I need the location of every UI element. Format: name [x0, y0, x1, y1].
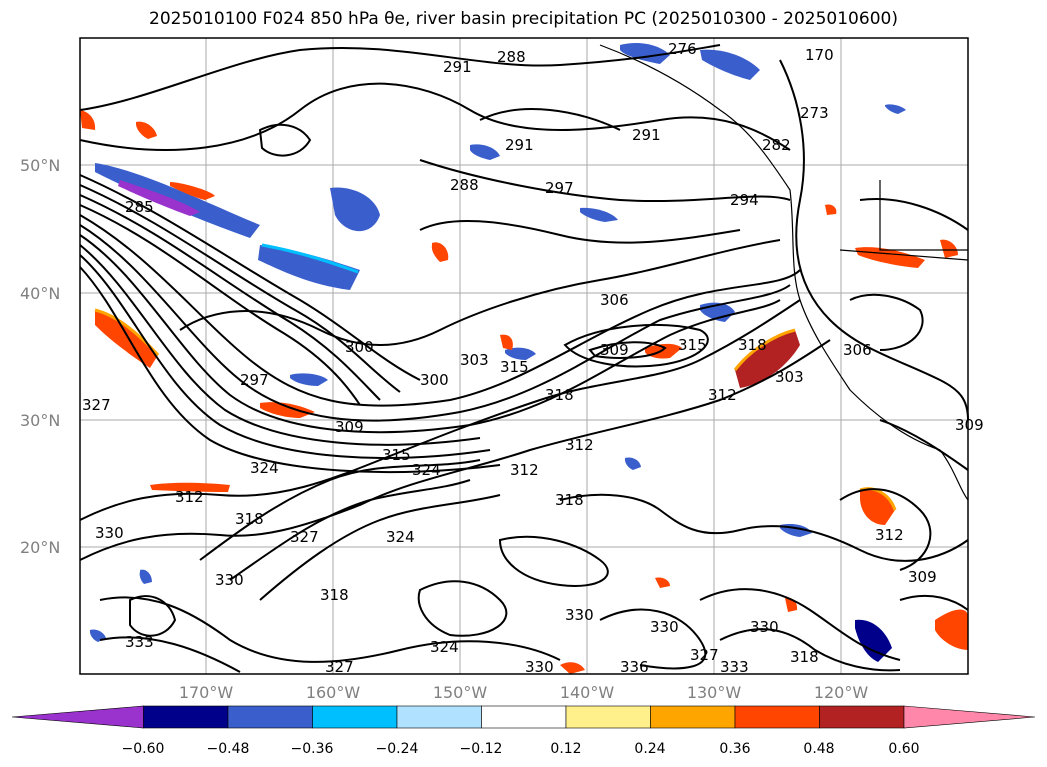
contour-label: 288 — [450, 176, 479, 194]
colorbar-extend-low — [11, 705, 144, 729]
contour-label: 297 — [240, 371, 269, 389]
contour-label: 285 — [125, 198, 154, 216]
contour-label: 306 — [843, 341, 872, 359]
contour-label: 309 — [335, 418, 364, 436]
contour-label: 324 — [430, 638, 459, 656]
contour-labels: 276 288 291 288 285 291 291 297 294 273 … — [82, 40, 984, 676]
colorbar-tick: 0.12 — [550, 741, 581, 757]
contour-label: 315 — [500, 358, 529, 376]
lat-label: 20°N — [20, 538, 60, 557]
contour-label: 312 — [875, 526, 904, 544]
contour-label: 318 — [555, 491, 584, 509]
colorbar-segment — [565, 705, 651, 729]
colorbar-tick: 0.24 — [634, 741, 665, 757]
contour-label: 300 — [420, 371, 449, 389]
map-title: 2025010100 F024 850 hPa θe, river basin … — [149, 9, 898, 29]
map-frame — [79, 37, 969, 675]
contour-label: 318 — [235, 510, 264, 528]
colorbar-tick: 0.48 — [803, 741, 834, 757]
contour-label: 330 — [215, 571, 244, 589]
contour-label: 315 — [678, 336, 707, 354]
contour-label: 318 — [790, 648, 819, 666]
contour-label: 312 — [708, 386, 737, 404]
contour-label: 336 — [620, 658, 649, 676]
contour-label: 324 — [250, 459, 279, 477]
contour-label: 333 — [720, 658, 749, 676]
contour-label: 312 — [175, 488, 204, 506]
contour-label: 312 — [510, 461, 539, 479]
contour-label: 297 — [545, 179, 574, 197]
contour-label: 330 — [650, 618, 679, 636]
coastlines — [599, 44, 969, 501]
lon-label: 140°W — [560, 683, 615, 702]
colorbar-tick: −0.12 — [460, 741, 503, 757]
negative-pc-areas — [90, 43, 906, 662]
contour-label: 330 — [95, 524, 124, 542]
contour-label: 330 — [565, 606, 594, 624]
contour-label: 327 — [290, 528, 319, 546]
lon-label: 120°W — [814, 683, 869, 702]
colorbar — [11, 705, 1036, 729]
lon-label: 160°W — [306, 683, 361, 702]
colorbar-tick: 0.60 — [888, 741, 919, 757]
lon-label: 150°W — [433, 683, 488, 702]
contour-label: 291 — [632, 126, 661, 144]
contour-label: 324 — [412, 461, 441, 479]
contour-label: 288 — [497, 48, 526, 66]
lat-label: 40°N — [20, 284, 60, 303]
contour-label: 306 — [600, 291, 629, 309]
contour-label: 276 — [668, 40, 697, 58]
theta-e-contours — [79, 44, 969, 673]
contour-label: 324 — [386, 528, 415, 546]
contour-label: 330 — [750, 618, 779, 636]
contour-label: 282 — [762, 136, 791, 154]
colorbar-segment — [227, 705, 313, 729]
contour-label: 312 — [565, 436, 594, 454]
lat-label: 50°N — [20, 156, 60, 175]
contour-label: 318 — [738, 336, 767, 354]
colorbar-segment — [396, 705, 482, 729]
contour-label: 333 — [125, 633, 154, 651]
colorbar-segment — [481, 705, 567, 729]
contour-label: 273 — [800, 104, 829, 122]
colorbar-tick: −0.24 — [376, 741, 419, 757]
contour-label: 291 — [443, 58, 472, 76]
contour-label: 291 — [505, 136, 534, 154]
colorbar-segment — [143, 705, 229, 729]
contour-label: 303 — [775, 368, 804, 386]
contour-label: 309 — [908, 568, 937, 586]
colorbar-tick: 0.36 — [719, 741, 750, 757]
contour-label: 327 — [690, 646, 719, 664]
colorbar-tick: −0.36 — [291, 741, 334, 757]
contour-label: 318 — [320, 586, 349, 604]
lon-labels: 170°W 160°W 150°W 140°W 130°W 120°W — [179, 683, 869, 702]
contour-label: 303 — [460, 351, 489, 369]
contour-label: 294 — [730, 191, 759, 209]
lat-label: 30°N — [20, 411, 60, 430]
contour-label: 318 — [545, 386, 574, 404]
contour-label: 330 — [525, 658, 554, 676]
gridlines — [80, 38, 968, 674]
positive-pc-areas — [80, 110, 968, 674]
contour-label: 300 — [345, 338, 374, 356]
contour-label: 315 — [382, 446, 411, 464]
colorbar-segment — [734, 705, 820, 729]
contour-label: 327 — [82, 396, 111, 414]
contour-label: 327 — [325, 658, 354, 676]
colorbar-ticks: −0.60 −0.48 −0.36 −0.24 −0.12 0.12 0.24 … — [122, 741, 920, 757]
colorbar-segment — [819, 705, 905, 729]
colorbar-extend-high — [903, 705, 1036, 729]
colorbar-tick: −0.48 — [207, 741, 250, 757]
contour-label: 170 — [805, 46, 834, 64]
lon-label: 130°W — [687, 683, 742, 702]
colorbar-segment — [312, 705, 398, 729]
lon-label: 170°W — [179, 683, 234, 702]
lat-labels: 50°N 40°N 30°N 20°N — [20, 156, 60, 557]
contour-label: 309 — [955, 416, 984, 434]
colorbar-tick: −0.60 — [122, 741, 165, 757]
colorbar-segment — [650, 705, 736, 729]
contour-label: 309 — [600, 341, 629, 359]
